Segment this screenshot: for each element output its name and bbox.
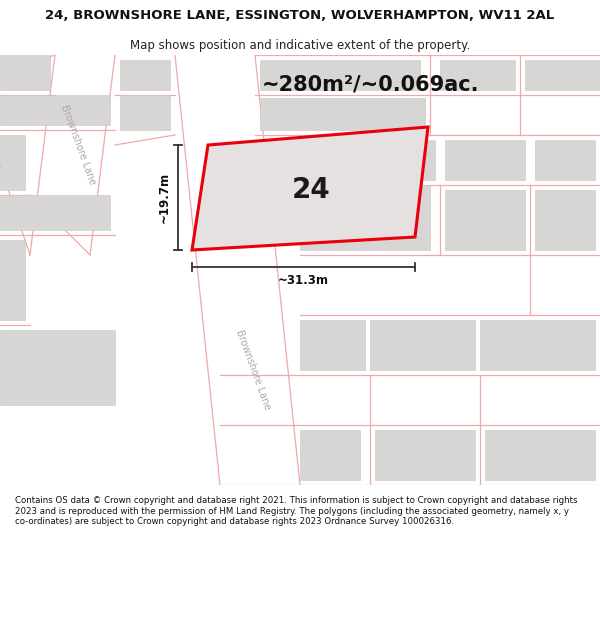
Bar <box>485 430 595 480</box>
Bar <box>535 140 595 180</box>
Bar <box>525 60 600 90</box>
Bar <box>0 330 115 405</box>
Bar <box>535 190 595 250</box>
Text: ~280m²/~0.069ac.: ~280m²/~0.069ac. <box>261 75 479 95</box>
Text: Brownshore Lane: Brownshore Lane <box>234 329 272 411</box>
Text: ~19.7m: ~19.7m <box>157 172 170 223</box>
Bar <box>260 60 420 90</box>
Bar <box>375 430 475 480</box>
Bar <box>260 98 425 130</box>
Text: ~31.3m: ~31.3m <box>278 274 329 288</box>
Bar <box>0 55 50 90</box>
Bar <box>120 95 170 130</box>
Bar <box>300 430 360 480</box>
Polygon shape <box>175 55 300 485</box>
Bar <box>370 320 475 370</box>
Bar <box>300 140 435 180</box>
Bar <box>445 140 525 180</box>
Bar <box>440 60 515 90</box>
Polygon shape <box>192 127 428 250</box>
Text: Map shows position and indicative extent of the property.: Map shows position and indicative extent… <box>130 39 470 52</box>
Bar <box>0 240 25 320</box>
Bar <box>0 135 25 190</box>
Bar <box>300 320 365 370</box>
Bar <box>0 195 110 230</box>
Bar <box>0 95 110 125</box>
Text: Contains OS data © Crown copyright and database right 2021. This information is : Contains OS data © Crown copyright and d… <box>15 496 577 526</box>
Text: Brownshore Lane: Brownshore Lane <box>59 104 97 186</box>
Bar <box>480 320 595 370</box>
Bar <box>120 60 170 90</box>
Bar <box>300 185 430 250</box>
Text: 24, BROWNSHORE LANE, ESSINGTON, WOLVERHAMPTON, WV11 2AL: 24, BROWNSHORE LANE, ESSINGTON, WOLVERHA… <box>46 9 554 22</box>
Text: 24: 24 <box>292 176 330 204</box>
Polygon shape <box>30 55 115 255</box>
Bar <box>445 190 525 250</box>
